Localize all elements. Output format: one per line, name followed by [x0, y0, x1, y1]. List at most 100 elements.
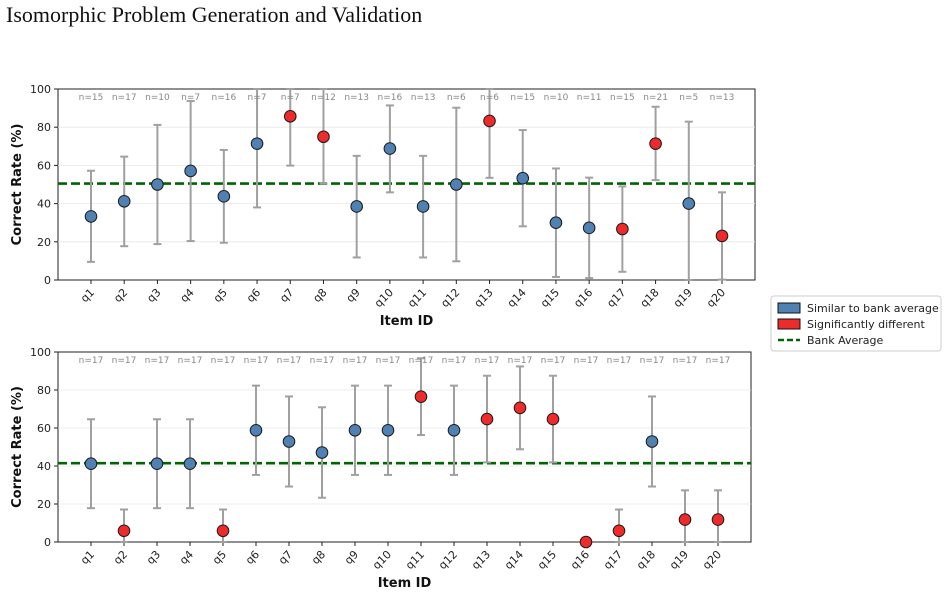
top-data-point-q19: [682, 197, 696, 210]
top-data-point-q4: [184, 164, 197, 178]
bottom-y-tick-label: 40: [37, 460, 51, 473]
top-y-tick-label: 80: [37, 121, 51, 134]
top-x-tick-label: q20: [704, 286, 728, 310]
bottom-n-label: n=17: [574, 356, 599, 366]
top-n-label: n=12: [311, 93, 336, 103]
top-n-label: n=16: [211, 93, 236, 103]
bottom-n-label: n=17: [508, 356, 533, 366]
bottom-x-tick-label: q4: [177, 548, 196, 567]
top-data-point-q12: [450, 178, 463, 191]
top-x-tick-label: q15: [538, 286, 562, 310]
top-x-tick-label: q4: [178, 286, 197, 305]
bottom-data-point-q19: [678, 513, 692, 526]
top-n-label: n=13: [710, 93, 735, 103]
top-y-tick-label: 40: [37, 198, 51, 211]
bottom-x-tick-label: q20: [700, 548, 724, 572]
legend-label: Significantly different: [807, 318, 926, 331]
top-x-tick-label: q6: [244, 286, 263, 305]
legend-label: Bank Average: [807, 334, 884, 347]
legend-swatch: [777, 302, 801, 314]
bottom-plot-area: [57, 351, 752, 543]
bottom-x-tick-label: q7: [276, 548, 295, 567]
bottom-y-tick-label: 60: [37, 422, 51, 435]
bottom-data-point-q16: [579, 535, 593, 549]
bottom-data-point-q17: [612, 524, 626, 538]
chart-legend: Similar to bank average Significantly dif…: [770, 295, 942, 352]
top-data-point-q10: [383, 142, 397, 155]
bottom-x-tick-label: q16: [568, 548, 592, 572]
top-data-point-q13: [483, 114, 496, 128]
bottom-n-label: n=17: [640, 356, 665, 366]
top-data-point-q2: [117, 195, 131, 208]
bottom-data-point-q6: [249, 423, 263, 437]
top-x-tick-label: q19: [671, 286, 695, 310]
bottom-n-label: n=17: [112, 356, 137, 366]
bottom-n-label: n=17: [673, 356, 698, 366]
bottom-data-point-q3: [150, 457, 164, 471]
bottom-data-point-q13: [480, 412, 494, 426]
top-n-label: n=15: [610, 93, 635, 103]
top-n-label: n=21: [643, 93, 668, 103]
top-data-point-q1: [84, 210, 98, 223]
top-x-tick-label: q13: [472, 286, 496, 310]
bottom-n-label: n=17: [178, 356, 203, 366]
bottom-x-tick-label: q12: [436, 548, 460, 572]
bottom-n-label: n=17: [376, 356, 401, 366]
top-data-point-q17: [616, 222, 629, 236]
top-x-tick-label: q18: [638, 286, 662, 310]
top-n-label: n=6: [447, 93, 466, 103]
bottom-chart-panel: 0 20 40 60 80 100 Correct Rate (%) Item ID q1 n=1…: [10, 346, 752, 591]
bottom-x-tick-label: q5: [210, 548, 229, 567]
top-data-point-q7: [283, 110, 297, 123]
bottom-n-label: n=17: [211, 356, 236, 366]
top-x-tick-label: q10: [372, 286, 396, 310]
bottom-data-point-q8: [315, 446, 329, 459]
top-n-label: n=10: [145, 93, 170, 103]
top-x-tick-label: q2: [111, 286, 130, 305]
bottom-data-point-q10: [381, 423, 395, 437]
top-n-label: n=11: [577, 93, 602, 103]
bottom-n-label: n=17: [79, 356, 104, 366]
bottom-y-tick-label: 100: [30, 346, 51, 359]
bottom-x-tick-label: q14: [502, 548, 526, 572]
top-data-point-q3: [151, 178, 164, 191]
top-x-axis-label: Item ID: [380, 314, 434, 329]
top-data-point-q8: [317, 130, 330, 144]
top-n-label: n=7: [281, 93, 300, 103]
top-x-tick-label: q8: [311, 286, 330, 305]
bottom-data-point-q12: [447, 423, 461, 437]
top-chart-panel: 0 20 40 60 80 100 Correct Rate (%) Item ID q1 n=1…: [10, 83, 756, 329]
bottom-data-point-q18: [645, 435, 659, 448]
bottom-n-label: n=17: [145, 356, 170, 366]
bottom-x-tick-label: q17: [601, 548, 625, 572]
bottom-n-label: n=17: [541, 356, 566, 366]
bottom-y-axis-label: Correct Rate (%): [10, 386, 25, 508]
legend-swatch: [777, 318, 801, 330]
bottom-data-point-q2: [117, 524, 131, 538]
top-n-label: n=7: [248, 93, 267, 103]
top-x-tick-label: q16: [571, 286, 595, 310]
top-n-label: n=5: [679, 93, 698, 103]
bottom-x-tick-label: q8: [309, 548, 328, 567]
top-data-point-q20: [715, 229, 729, 243]
bottom-n-label: n=17: [607, 356, 632, 366]
top-data-point-q6: [250, 137, 264, 150]
bottom-n-label: n=17: [706, 356, 731, 366]
bottom-x-tick-label: q3: [144, 548, 163, 567]
top-data-point-q11: [416, 200, 430, 213]
top-n-label: n=6: [480, 93, 499, 103]
top-n-label: n=15: [79, 93, 104, 103]
top-y-tick-label: 100: [30, 83, 51, 96]
bottom-data-point-q4: [183, 457, 197, 471]
bottom-y-tick-label: 0: [44, 536, 51, 549]
top-n-label: n=7: [181, 93, 200, 103]
top-n-label: n=17: [112, 93, 137, 103]
top-data-point-q18: [649, 137, 662, 150]
bottom-data-point-q11: [414, 390, 428, 403]
legend-box: [770, 295, 942, 352]
bottom-data-point-q7: [282, 435, 296, 448]
bottom-x-tick-label: q11: [403, 548, 427, 572]
bottom-data-point-q9: [348, 423, 362, 437]
bottom-data-point-q14: [513, 401, 527, 415]
